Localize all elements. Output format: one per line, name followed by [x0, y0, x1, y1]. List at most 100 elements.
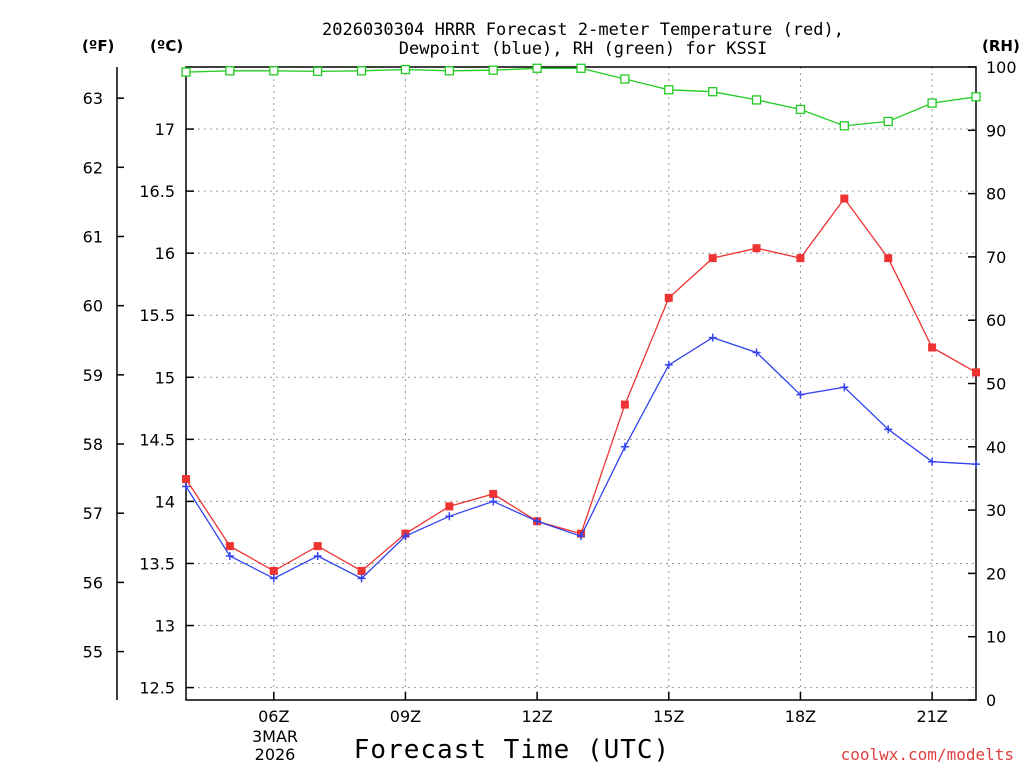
fahrenheit-tick-label: 62: [83, 158, 103, 177]
date-label-year: 2026: [255, 745, 296, 764]
data-point: [839, 121, 849, 131]
time-tick-label: 12Z: [521, 707, 552, 726]
series-line: [185, 197, 977, 572]
fahrenheit-tick-label: 60: [83, 297, 103, 316]
data-point: [488, 65, 498, 75]
fahrenheit-tick-label: 55: [83, 643, 103, 662]
data-point: [532, 63, 542, 73]
data-point: [445, 512, 454, 521]
rh-axis-unit-label: (RH): [982, 37, 1020, 55]
data-point: [269, 574, 278, 583]
fahrenheit-tick-label: 59: [83, 366, 103, 385]
data-point: [664, 85, 674, 95]
plot-frame: [185, 66, 977, 701]
data-point: [972, 368, 980, 377]
data-point: [400, 64, 411, 75]
data-point: [313, 552, 322, 561]
fahrenheit-tick-label: 61: [83, 227, 103, 246]
data-point: [489, 489, 498, 498]
rh-tick-label: 70: [986, 248, 1006, 267]
chart-title-line-1: 2026030304 HRRR Forecast 2-meter Tempera…: [322, 20, 844, 40]
fahrenheit-tick-label: 63: [83, 89, 103, 108]
data-point: [795, 104, 806, 115]
celsius-tick-label: 14.5: [139, 430, 175, 449]
fahrenheit-tick-label: 57: [83, 504, 103, 523]
credit-text: coolwx.com/modelts: [841, 745, 1014, 764]
data-point: [752, 348, 761, 357]
data-point: [708, 254, 717, 263]
rh-axis: 0 10 20 30 40 50 60 70 80 90 100: [968, 58, 1017, 710]
data-point: [357, 566, 366, 575]
data-point: [751, 95, 762, 105]
series-dewpoint: [182, 333, 980, 583]
data-point: [357, 574, 366, 583]
data-point: [928, 457, 937, 466]
data-point: [620, 442, 629, 451]
data-point: [796, 390, 805, 399]
data-point: [796, 254, 805, 263]
data-point: [840, 194, 849, 203]
time-tick-label: 06Z: [258, 707, 289, 726]
x-axis-title: Forecast Time (UTC): [354, 735, 670, 765]
data-point: [182, 475, 190, 484]
plot-series: [181, 63, 981, 583]
data-point: [576, 63, 586, 73]
data-point: [884, 425, 893, 434]
rh-tick-label: 90: [986, 121, 1006, 140]
data-point: [883, 116, 893, 127]
data-point: [708, 333, 717, 342]
celsius-tick-label: 12.5: [139, 679, 175, 698]
rh-tick-label: 30: [986, 501, 1006, 520]
fahrenheit-axis-unit-label: (ºF): [82, 37, 114, 55]
celsius-tick-label: 13.5: [139, 554, 175, 573]
fahrenheit-axis: 55 56 57 58 59 60 61 62 63: [83, 89, 124, 662]
time-tick-label: 18Z: [785, 707, 816, 726]
data-point: [752, 244, 761, 253]
chart-title-line-2: Dewpoint (blue), RH (green) for KSSI: [399, 39, 767, 59]
gridlines: [186, 67, 976, 700]
data-point: [620, 74, 630, 84]
data-point: [972, 460, 980, 469]
data-point: [182, 482, 190, 491]
data-point: [181, 67, 191, 77]
data-point: [444, 66, 454, 76]
time-tick-label: 09Z: [390, 707, 421, 726]
axes: [116, 66, 977, 701]
rh-tick-label: 10: [986, 628, 1006, 647]
data-point: [840, 383, 849, 392]
celsius-tick-label: 16.5: [139, 182, 175, 201]
date-label-month: 3MAR: [252, 727, 298, 746]
data-point: [225, 66, 235, 76]
celsius-tick-label: 16: [155, 244, 175, 263]
data-point: [489, 497, 498, 506]
data-point: [927, 98, 937, 108]
fahrenheit-tick-label: 56: [83, 573, 103, 592]
data-point: [401, 532, 410, 541]
celsius-tick-label: 14: [155, 492, 175, 511]
rh-tick-label: 100: [986, 58, 1017, 77]
data-point: [708, 87, 718, 97]
data-point: [225, 552, 234, 561]
celsius-tick-label: 15: [155, 368, 175, 387]
rh-tick-label: 60: [986, 311, 1006, 330]
celsius-axis-unit-label: (ºC): [150, 37, 183, 55]
data-point: [445, 502, 454, 511]
data-point: [577, 532, 585, 541]
data-point: [533, 517, 542, 526]
celsius-tick-label: 15.5: [139, 306, 175, 325]
series-line: [185, 336, 977, 580]
rh-tick-label: 0: [986, 691, 996, 710]
celsius-tick-label: 13: [155, 617, 175, 636]
rh-tick-label: 40: [986, 438, 1006, 457]
chart-title: 2026030304 HRRR Forecast 2-meter Tempera…: [322, 20, 844, 59]
data-point: [225, 542, 234, 551]
data-point: [313, 66, 323, 77]
data-point: [313, 542, 322, 551]
data-point: [620, 400, 629, 409]
data-point: [269, 66, 279, 76]
rh-tick-label: 20: [986, 564, 1006, 583]
fahrenheit-tick-label: 58: [83, 435, 103, 454]
series-line: [185, 67, 977, 127]
time-axis: 06Z 09Z 12Z 15Z 18Z 21Z: [258, 692, 948, 726]
data-point: [971, 92, 981, 102]
